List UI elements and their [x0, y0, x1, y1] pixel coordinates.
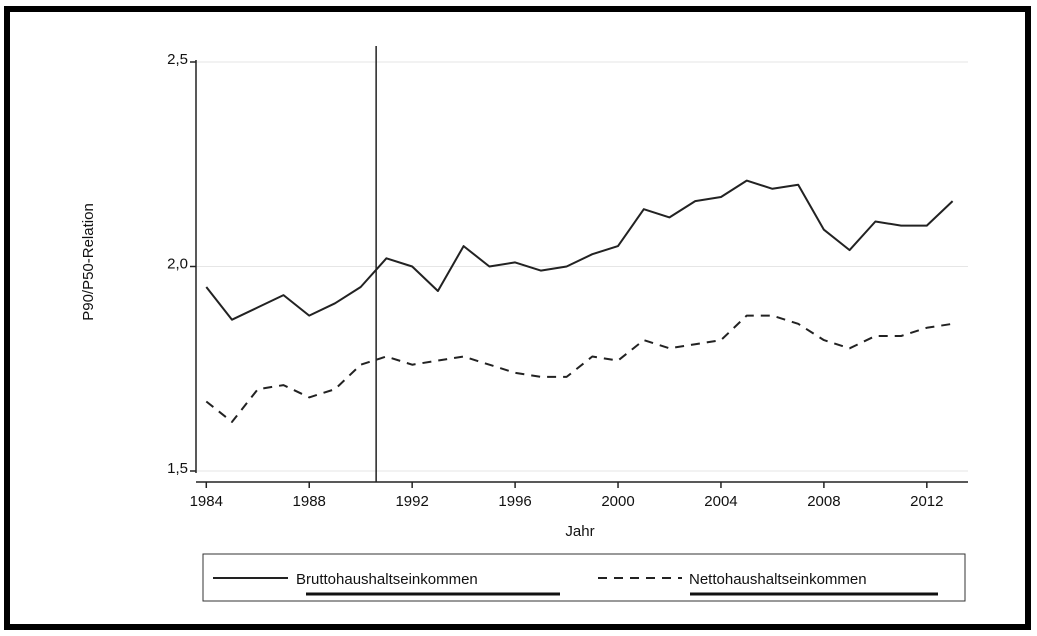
- legend-label-netto: Nettohaushaltseinkommen: [689, 571, 867, 588]
- series-layer: [205, 179, 954, 423]
- y-axis-label: P90/P50-Relation: [80, 203, 97, 321]
- y-tick-label: 2,5: [167, 51, 188, 68]
- series-line-brutto: [205, 179, 954, 321]
- x-tick-label: 2000: [601, 493, 634, 510]
- x-tick-label: 2004: [704, 493, 737, 510]
- axes-layer: 1,5 2,0 2,5 1984 1988 1992 1996 2000 2004 2008 201…: [167, 46, 968, 510]
- x-tick-label: 1988: [293, 493, 326, 510]
- series-line-netto: [205, 314, 953, 423]
- y-tick-label: 2,0: [167, 256, 188, 273]
- x-axis-label: Jahr: [565, 523, 594, 540]
- x-tick-label: 1996: [498, 493, 531, 510]
- y-tick-label: 1,5: [167, 460, 188, 477]
- x-tick-label: 2008: [807, 493, 840, 510]
- chart-frame: [4, 6, 1031, 630]
- x-tick-label: 1984: [190, 493, 223, 510]
- x-tick-label: 2012: [910, 493, 943, 510]
- legend-label-brutto: Bruttohaushaltseinkommen: [296, 571, 478, 588]
- legend: Bruttohaushaltseinkommen Nettohaushaltse…: [202, 553, 966, 602]
- grid-layer: [196, 61, 968, 472]
- x-tick-label: 1992: [395, 493, 428, 510]
